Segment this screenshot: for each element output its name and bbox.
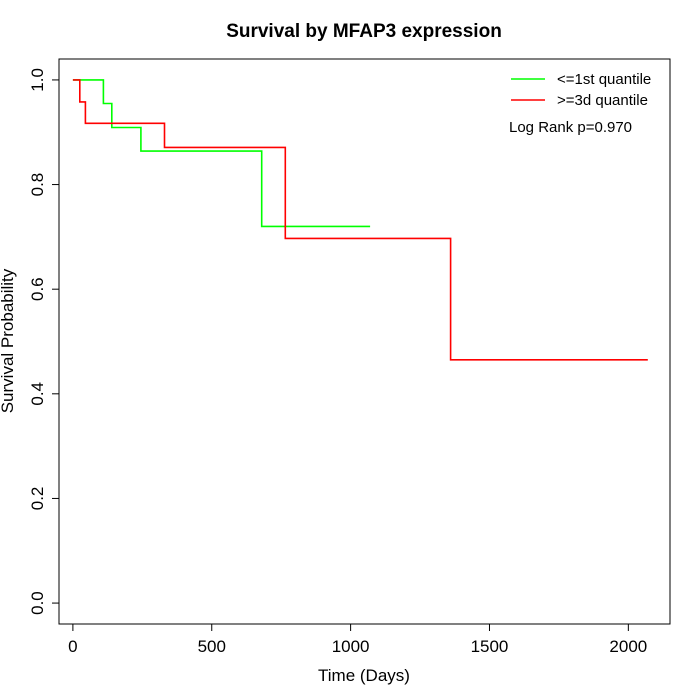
y-tick-label: 0.6 bbox=[28, 277, 47, 301]
legend: <=1st quantile >=3d quantile bbox=[511, 71, 651, 109]
survival-curve-2 bbox=[72, 79, 648, 361]
legend-label-2: >=3d quantile bbox=[557, 92, 648, 109]
y-axis-label: Survival Probability bbox=[0, 268, 17, 413]
plot-frame bbox=[58, 58, 671, 625]
y-tick-label: 0.2 bbox=[28, 487, 47, 511]
x-axis-label: Time (Days) bbox=[318, 666, 410, 685]
y-tick-label: 0.0 bbox=[28, 591, 47, 615]
x-tick-label: 0 bbox=[68, 637, 77, 656]
chart-title: Survival by MFAP3 expression bbox=[226, 21, 502, 42]
x-tick-label: 500 bbox=[198, 637, 226, 656]
survival-curve-1 bbox=[72, 79, 371, 228]
log-rank-annotation: Log Rank p=0.970 bbox=[509, 119, 632, 136]
survival-curves bbox=[72, 79, 648, 361]
x-tick-label: 1500 bbox=[471, 637, 509, 656]
legend-label-1: <=1st quantile bbox=[557, 71, 651, 88]
x-tick-label: 2000 bbox=[609, 637, 647, 656]
x-axis: 0 500 1000 1500 2000 bbox=[68, 624, 647, 656]
y-axis: 0.0 0.2 0.4 0.6 0.8 1.0 bbox=[28, 68, 59, 615]
x-tick-label: 1000 bbox=[332, 637, 370, 656]
y-tick-label: 1.0 bbox=[28, 68, 47, 92]
y-tick-label: 0.4 bbox=[28, 382, 47, 406]
y-tick-label: 0.8 bbox=[28, 173, 47, 197]
